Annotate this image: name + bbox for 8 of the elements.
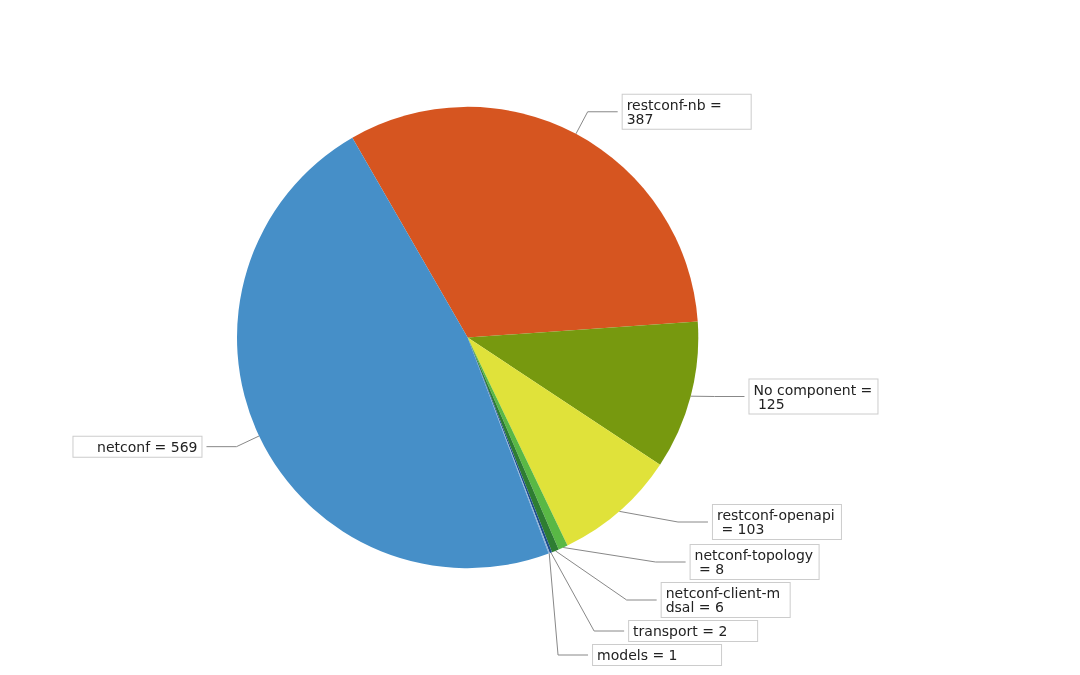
slice-label: restconf-openapi = 103 bbox=[716, 507, 835, 538]
slice-label: netconf = 569 bbox=[97, 438, 198, 455]
slice-label: netconf-client-mdsal = 6 bbox=[665, 585, 781, 615]
slice-label: models = 1 bbox=[597, 647, 678, 663]
slice-label: restconf-nb = 387 bbox=[626, 96, 727, 127]
slice-label: netconf-topology = 8 bbox=[694, 547, 814, 577]
slice-label: No component = 125 bbox=[753, 381, 873, 412]
slice-label: transport = 2 bbox=[633, 623, 728, 639]
